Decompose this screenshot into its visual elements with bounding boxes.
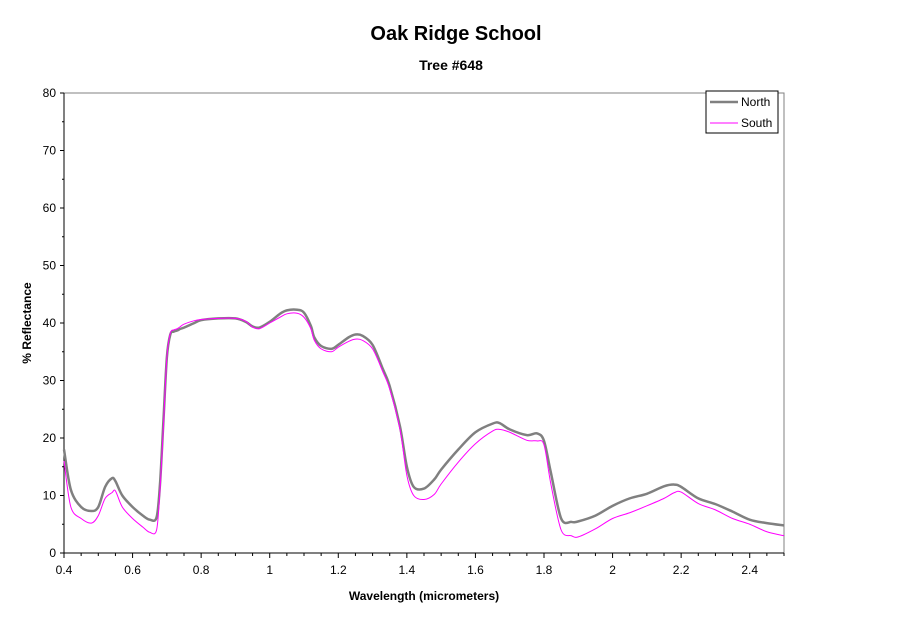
x-tick-label: 1.6	[467, 563, 484, 577]
plot-frame	[63, 92, 785, 554]
series-line-north	[62, 308, 785, 527]
x-tick-label: 2	[609, 563, 616, 577]
legend-label-south: South	[741, 116, 772, 130]
y-axis-title: % Reflectance	[20, 282, 34, 364]
legend-box	[705, 90, 779, 134]
plot-area	[63, 92, 785, 554]
x-tick-label: 1	[266, 563, 273, 577]
y-tick-label: 20	[43, 431, 57, 445]
y-tick-label: 70	[43, 144, 57, 158]
x-tick-label: 0.8	[193, 563, 210, 577]
y-tick-label: 60	[43, 201, 57, 215]
series-line-south	[63, 312, 785, 538]
legend: North South	[705, 90, 779, 134]
chart-subtitle: Tree #648	[419, 57, 483, 73]
x-tick-label: 1.4	[399, 563, 416, 577]
x-tick-label: 2.4	[741, 563, 758, 577]
x-tick-label: 2.2	[673, 563, 690, 577]
x-tick-label: 0.6	[124, 563, 141, 577]
y-tick-label: 0	[49, 546, 56, 560]
y-tick-label: 10	[43, 489, 57, 503]
y-tick-label: 80	[43, 86, 57, 100]
series-layer	[62, 308, 785, 538]
x-tick-label: 1.2	[330, 563, 347, 577]
x-tick-label: 1.8	[536, 563, 553, 577]
y-axis-ticks: 0 10 20 30 40 50 60 70 80	[43, 86, 64, 560]
y-tick-label: 40	[43, 316, 57, 330]
y-tick-label: 30	[43, 374, 57, 388]
x-axis-ticks: 0.4 0.6 0.8 1 1.2 1.4 1.6 1.8 2 2.2 2.4	[56, 553, 785, 577]
x-axis-title: Wavelength (micrometers)	[349, 589, 499, 603]
x-tick-label: 0.4	[56, 563, 73, 577]
y-tick-label: 50	[43, 259, 57, 273]
chart-title: Oak Ridge School	[370, 23, 541, 45]
legend-label-north: North	[741, 95, 770, 109]
